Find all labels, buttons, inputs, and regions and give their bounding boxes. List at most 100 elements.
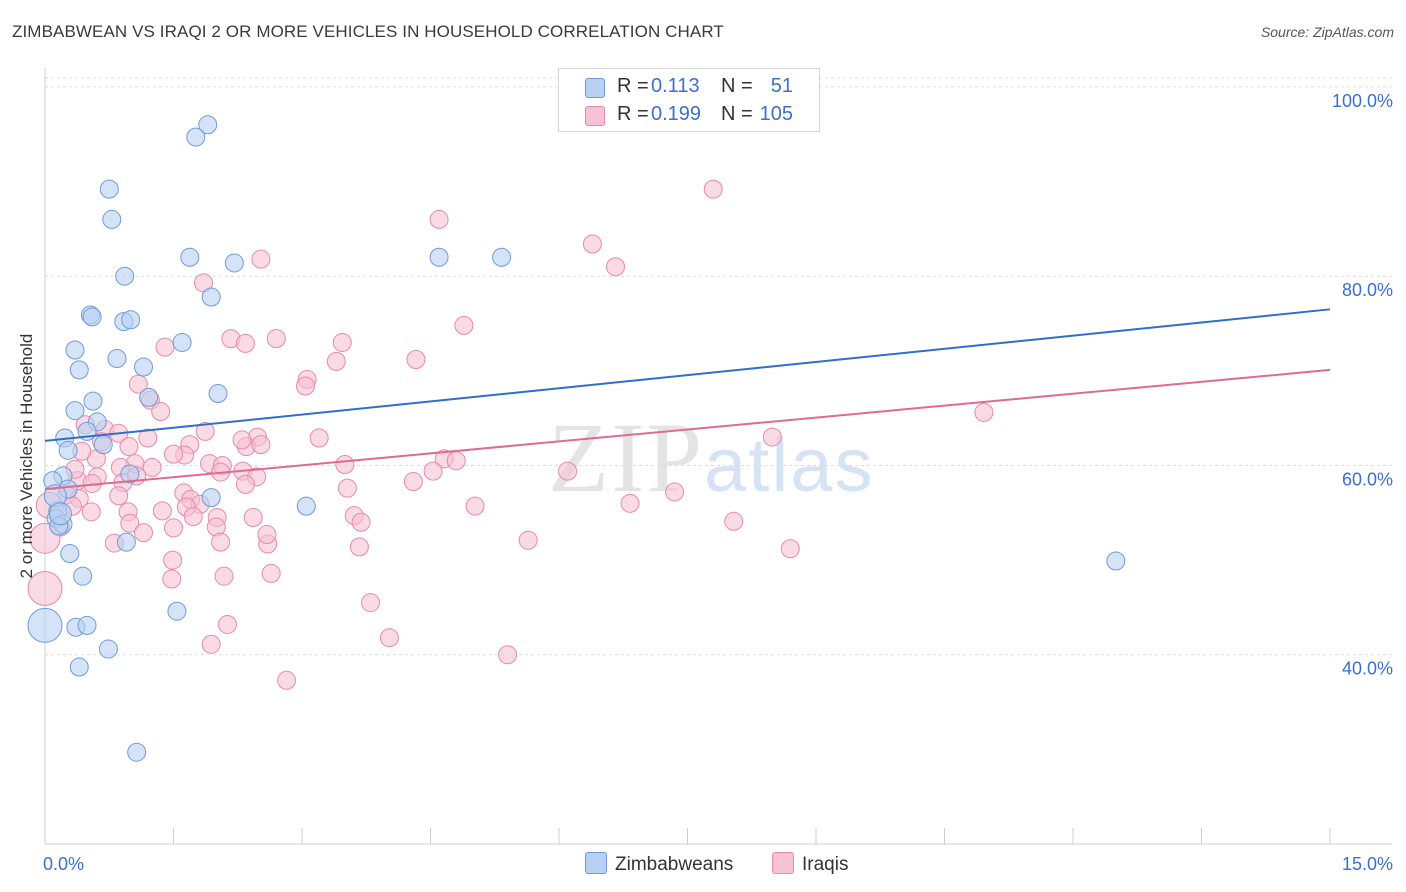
x-tick-label-max: 15.0% (1342, 854, 1393, 874)
zimbabwean-point (69, 360, 89, 380)
zimbabwean-point (99, 179, 119, 199)
zimbabwean-point (429, 247, 449, 267)
zimbabwean-point (82, 307, 102, 327)
trend-line-iraqis (44, 368, 1331, 491)
iraqi-point (337, 478, 357, 498)
iraqi-point (309, 428, 329, 448)
axes (44, 68, 1392, 845)
iraqi-point (974, 402, 994, 422)
legend-item-zimbabweans: Zimbabweans (585, 852, 733, 876)
iraqi-point (379, 628, 399, 648)
iraqi-point (195, 421, 215, 441)
iraqi-point (498, 645, 518, 665)
iraqi-point (349, 537, 369, 557)
y-tick-label: 40.0% (1342, 659, 1393, 679)
iraqi-point (155, 337, 175, 357)
legend-r-label: R = (617, 75, 649, 97)
iraqi-point (724, 511, 744, 531)
y-axis-label: 2 or more Vehicles in Household (17, 333, 36, 579)
chart-title: ZIMBABWEAN VS IRAQI 2 OR MORE VEHICLES I… (12, 22, 724, 41)
iraqi-point (109, 486, 129, 506)
iraqi-point (152, 501, 172, 521)
iraqi-point (335, 455, 355, 475)
legend-swatch-blue (585, 78, 605, 98)
zimbabwean-point (60, 543, 80, 563)
iraqi-point (164, 518, 183, 538)
iraqi-point (128, 374, 148, 394)
legend-label-zimbabweans: Zimbabweans (615, 854, 734, 875)
iraqi-point (81, 502, 101, 522)
iraqi-point (183, 507, 203, 527)
legend-r-value: 0.199 (651, 103, 702, 125)
y-tick-label: 80.0% (1342, 280, 1393, 300)
iraqi-point (257, 525, 277, 545)
zimbabwean-point (172, 332, 192, 352)
zimbabwean-point (120, 464, 140, 484)
iraqi-point (211, 532, 231, 552)
iraqi-point (266, 329, 286, 349)
iraqi-point (620, 493, 640, 513)
iraqi-point (351, 512, 371, 532)
source-credit: Source: ZipAtlas.com (1260, 24, 1394, 40)
x-tick-label-min: 0.0% (43, 854, 84, 874)
iraqi-point (261, 563, 281, 583)
legend-r-label: R = (617, 103, 649, 125)
iraqi-point (277, 670, 297, 690)
zimbabwean-point (224, 253, 244, 273)
zimbabweans-points (27, 115, 1126, 762)
iraqi-point (151, 402, 171, 422)
iraqi-point (162, 569, 182, 589)
iraqi-point (251, 249, 271, 269)
iraqi-point (163, 550, 183, 570)
iraqi-point (138, 428, 158, 448)
iraqi-point (235, 474, 255, 494)
zimbabwean-point (48, 502, 72, 526)
zimbabwean-point (27, 607, 63, 643)
iraqi-point (119, 437, 139, 457)
trend-line-zimbabweans (44, 308, 1331, 442)
iraqi-point (251, 435, 271, 455)
legend-row-iraqis: R = 0.199 N = 105 (559, 101, 819, 129)
iraqi-point (243, 508, 263, 528)
iraqi-point (332, 332, 352, 352)
iraqis-points (27, 179, 994, 690)
iraqi-point (406, 349, 426, 369)
zimbabwean-point (186, 127, 206, 147)
zimbabwean-point (65, 401, 85, 421)
zimbabwean-point (98, 639, 118, 659)
iraqi-point (361, 593, 381, 613)
zimbabwean-point (77, 615, 97, 635)
legend-label-iraqis: Iraqis (802, 854, 849, 875)
iraqi-point (120, 513, 140, 533)
zimbabwean-point (93, 435, 113, 455)
zimbabwean-point (1106, 551, 1126, 571)
iraqi-point (403, 472, 423, 492)
legend-n-label: N = (721, 103, 753, 125)
iraqi-point (423, 461, 443, 481)
iraqi-point (518, 530, 538, 550)
iraqi-point (235, 333, 255, 353)
legend-swatch-pink (585, 106, 605, 126)
zimbabwean-point (139, 387, 159, 407)
legend-swatch-pink (772, 852, 794, 874)
trend-lines (44, 308, 1331, 491)
zimbabwean-point (73, 566, 93, 586)
legend-n-value: 105 (759, 103, 793, 125)
iraqi-point (142, 457, 162, 477)
zimbabwean-point (127, 742, 147, 762)
zimbabwean-point (121, 310, 141, 330)
iraqi-point (762, 427, 782, 447)
iraqi-point (446, 451, 466, 471)
legend-item-iraqis: Iraqis (772, 852, 848, 876)
iraqi-point (429, 209, 449, 229)
zimbabwean-point (107, 349, 127, 369)
legend-swatch-blue (585, 852, 607, 874)
tick-labels: 40.0% 60.0% 80.0% 100.0% 0.0% 15.0% (43, 91, 1393, 874)
iraqi-point (201, 634, 221, 654)
zimbabwean-point (102, 209, 122, 229)
iraqi-point (217, 614, 237, 634)
y-tick-label: 60.0% (1342, 469, 1393, 489)
correlation-legend: R = 0.113 N = 51 R = 0.199 N = 105 (558, 68, 820, 132)
iraqi-point (454, 315, 474, 335)
zimbabwean-point (208, 384, 228, 404)
